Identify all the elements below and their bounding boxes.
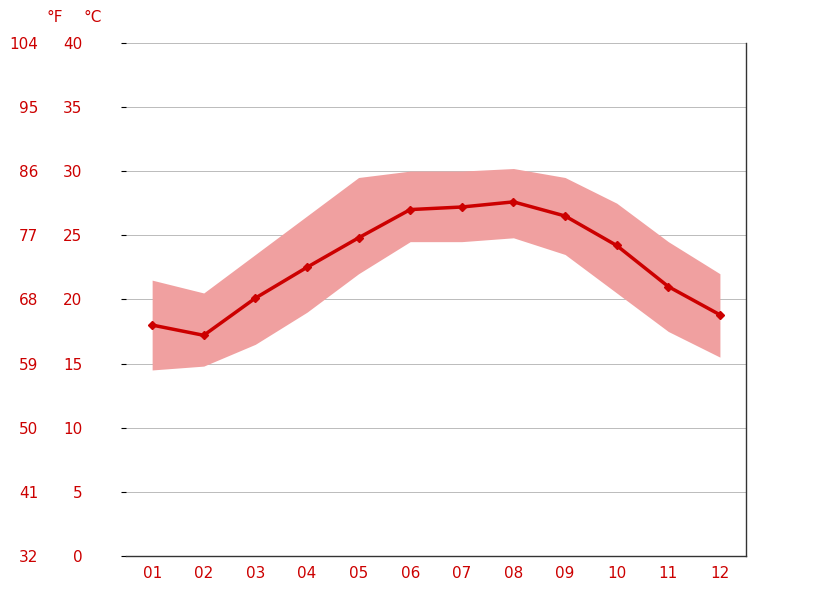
- Text: °C: °C: [83, 10, 101, 25]
- Text: °F: °F: [46, 10, 64, 25]
